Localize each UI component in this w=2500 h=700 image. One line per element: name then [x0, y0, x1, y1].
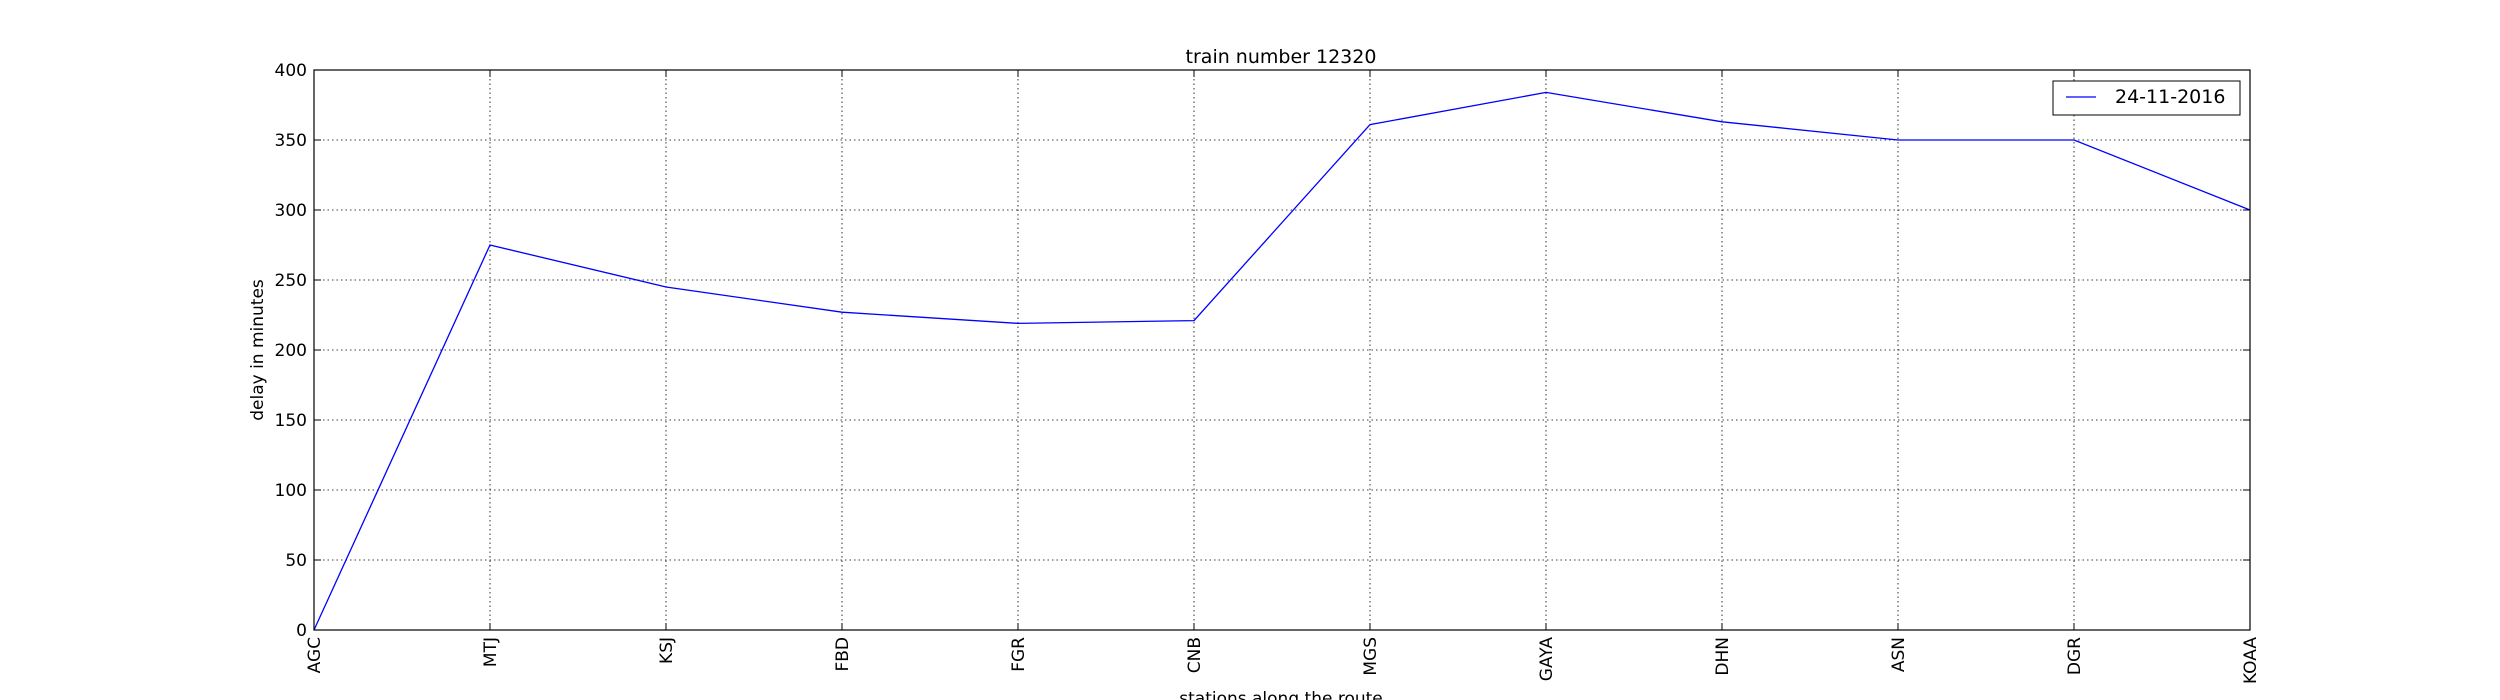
- x-tick-label: CNB: [1185, 637, 1205, 673]
- x-tick-label: GAYA: [1537, 637, 1557, 682]
- x-axis-label: stations along the route: [1179, 689, 1383, 700]
- x-tick-label: ASN: [1889, 637, 1909, 672]
- legend-label: 24-11-2016: [2115, 86, 2225, 108]
- y-tick-label: 200: [275, 341, 307, 361]
- x-tick-label: KSJ: [657, 637, 677, 664]
- axis-ticks: 0 50 100 150 200 250 300 350 400 AGC MTJ KSJ FBD FGR C…: [275, 61, 2261, 684]
- y-tick-label: 350: [275, 131, 307, 151]
- x-tick-label: DGR: [2065, 637, 2085, 675]
- data-point: [1193, 320, 1195, 322]
- x-tick-label: KOAA: [2241, 637, 2261, 684]
- data-point: [665, 286, 667, 288]
- data-point: [489, 244, 491, 246]
- y-tick-label: 150: [275, 411, 307, 431]
- data-point: [2073, 139, 2075, 141]
- x-tick-label: MTJ: [481, 637, 501, 667]
- x-tick-label: MGS: [1361, 637, 1381, 676]
- data-point: [1721, 121, 1723, 123]
- data-point: [841, 311, 843, 313]
- y-tick-label: 400: [275, 61, 307, 81]
- series-line: [313, 91, 2251, 631]
- grid-lines: [314, 70, 2250, 630]
- y-axis-label: delay in minutes: [248, 279, 268, 421]
- y-tick-label: 250: [275, 271, 307, 291]
- x-tick-label: FGR: [1009, 637, 1029, 672]
- series-group: [313, 91, 2251, 631]
- y-tick-label: 50: [285, 551, 307, 571]
- legend: 24-11-2016: [2052, 80, 2241, 116]
- x-tick-label: DHN: [1713, 637, 1733, 676]
- y-tick-label: 100: [275, 481, 307, 501]
- data-point: [1545, 91, 1547, 93]
- y-tick-label: 0: [296, 621, 307, 641]
- y-tick-label: 300: [275, 201, 307, 221]
- data-point: [1897, 139, 1899, 141]
- data-point: [1017, 322, 1019, 324]
- chart-title: train number 12320: [1186, 46, 1377, 68]
- x-tick-label: AGC: [305, 637, 325, 673]
- x-tick-label: FBD: [833, 637, 853, 672]
- data-point: [1369, 124, 1371, 126]
- legend-frame: [2052, 80, 2241, 116]
